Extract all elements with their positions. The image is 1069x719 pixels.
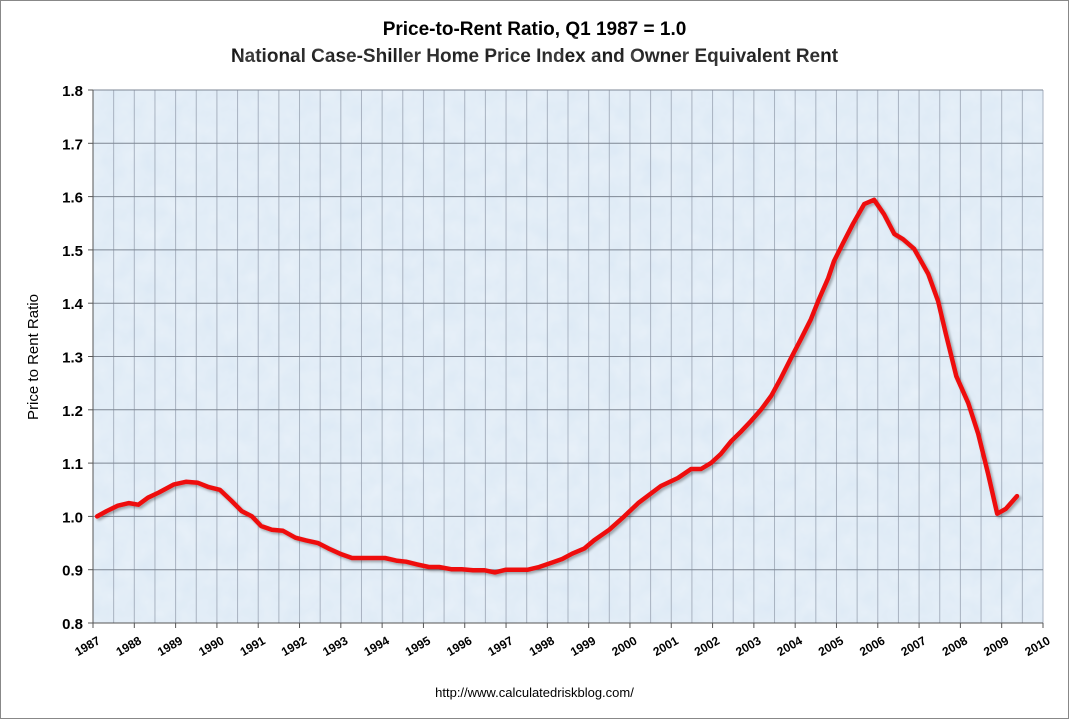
x-tick-label: 1993 [320, 633, 350, 659]
y-tick-label: 1.4 [62, 296, 84, 313]
series-line-price-to-rent [94, 197, 1020, 575]
x-tick-label: 1998 [527, 633, 557, 659]
x-tick-label: 1988 [114, 633, 144, 659]
x-tick-label: 2007 [898, 633, 928, 659]
x-tick-label: 1999 [568, 633, 598, 659]
x-tick-label: 2000 [609, 633, 639, 659]
grid-lines [92, 89, 1044, 624]
source-url: http://www.calculatedriskblog.com/ [435, 685, 634, 700]
y-tick-label: 0.9 [62, 563, 83, 580]
chart-subtitle: National Case-Shiller Home Price Index a… [230, 46, 839, 67]
x-tick-label: 2002 [692, 633, 722, 659]
x-tick-label: 2008 [940, 633, 970, 659]
x-tick-label: 1989 [155, 633, 185, 659]
x-tick-label: 2001 [651, 633, 681, 659]
x-tick-label: 2010 [1022, 633, 1052, 659]
x-tick-label: 2004 [775, 633, 805, 659]
x-tick-label: 2006 [857, 633, 887, 659]
x-axis: 1987 1988 1989 1990 1991 1992 1993 1994 1995 1996… [72, 622, 1053, 659]
y-tick-label: 1.2 [62, 403, 83, 420]
chart-title: Price-to-Rent Ratio, Q1 1987 = 1.0 [382, 19, 687, 40]
y-tick-label: 1.0 [62, 509, 83, 526]
y-tick-label: 1.8 [62, 83, 83, 100]
y-tick-label: 0.8 [62, 616, 83, 633]
y-axis-label: Price to Rent Ratio [25, 294, 42, 420]
y-tick-label: 1.3 [62, 350, 83, 367]
y-axis: 0.8 0.9 1.0 1.1 1.2 1.3 1.4 1.5 1.6 1.7 1.8 [62, 83, 94, 633]
y-tick-label: 1.5 [62, 243, 83, 260]
x-tick-label: 1996 [444, 633, 474, 659]
x-tick-label: 2009 [981, 633, 1011, 659]
y-tick-label: 1.6 [62, 190, 83, 207]
x-tick-label: 1995 [403, 633, 433, 659]
x-tick-label: 2003 [733, 633, 763, 659]
x-tick-label: 1991 [238, 633, 268, 659]
x-tick-label: 1992 [279, 633, 309, 659]
x-tick-label: 1994 [362, 633, 392, 659]
y-tick-label: 1.1 [62, 456, 83, 473]
x-tick-label: 1997 [485, 633, 515, 659]
x-tick-label: 2005 [816, 633, 846, 659]
x-tick-label: 1987 [72, 633, 102, 659]
x-tick-label: 1990 [196, 633, 226, 659]
y-tick-label: 1.7 [62, 136, 83, 153]
